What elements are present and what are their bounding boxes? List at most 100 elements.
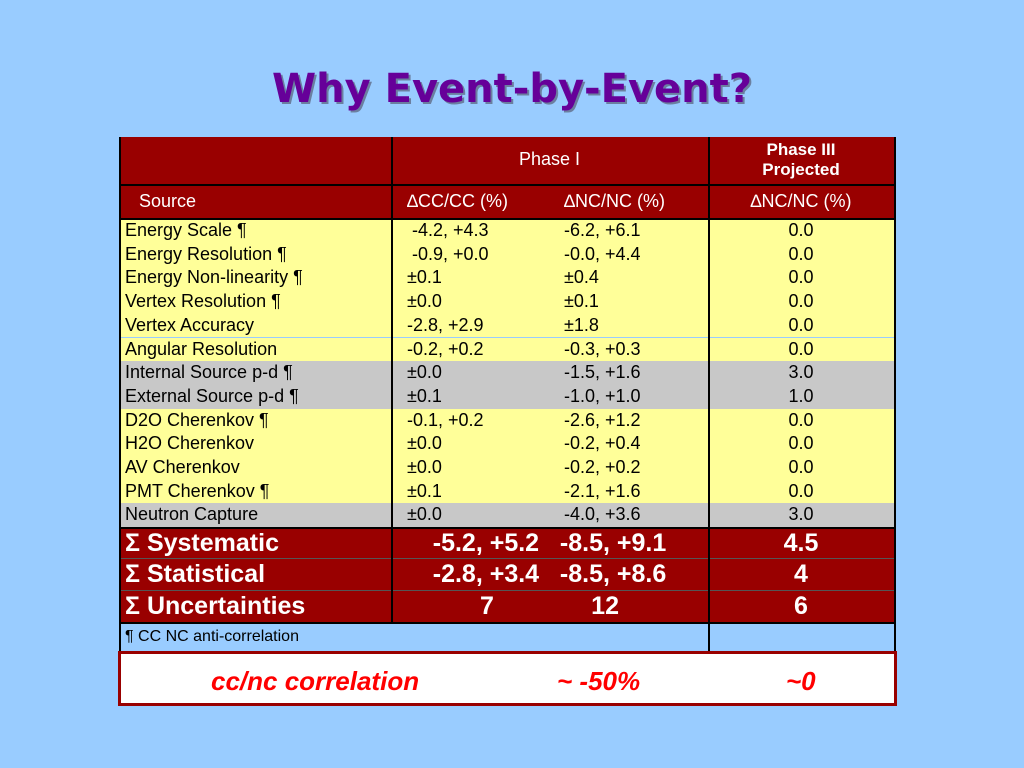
header-nc-phase3: ∆NC/NC (%) (750, 191, 852, 211)
table-row: AV Cherenkov ±0.0 -0.2, +0.2 0.0 (121, 456, 894, 480)
table-row: External Source p-d ¶ ±0.1 -1.0, +1.0 1.0 (121, 384, 894, 409)
cell-p3: 0.0 (788, 433, 814, 454)
cell-source: Internal Source p-d ¶ (125, 362, 293, 383)
table-row: Vertex Resolution ¶ ±0.0 ±0.1 0.0 (121, 290, 894, 314)
correlation-box: cc/nc correlation ~ -50% ~0 (118, 651, 897, 706)
header-phase3: Phase III Projected (708, 140, 894, 180)
grid-line (391, 137, 393, 622)
table-row: PMT Cherenkov ¶ ±0.1 -2.1, +1.6 0.0 (121, 479, 894, 504)
slide-title: Why Event-by-Event? (272, 66, 752, 112)
correlation-phase1: ~ -50% (557, 666, 641, 696)
header-phase1: Phase I (518, 149, 581, 169)
table-row: D2O Cherenkov ¶ -0.1, +0.2 -2.6, +1.2 0.0 (121, 408, 894, 433)
summary-cell-p3: 6 (794, 592, 808, 620)
table-row: Angular Resolution -0.2, +0.2 -0.3, +0.3 0.… (121, 337, 894, 362)
cell-p3: 0.0 (788, 457, 814, 477)
cell-cc: -2.8, +2.9 (407, 314, 484, 335)
summary-row: Σ Statistical -2.8, +3.4 -8.5, +8.6 4 (121, 559, 894, 590)
correlation-label: cc/nc correlation (211, 666, 420, 696)
cell-nc: -1.5, +1.6 (564, 362, 641, 383)
grid-line (121, 558, 894, 559)
cell-cc: ±0.0 (407, 457, 442, 477)
cell-source: Energy Resolution ¶ (125, 243, 287, 264)
cell-nc: -2.6, +1.2 (564, 409, 641, 430)
cell-source: AV Cherenkov (125, 457, 240, 477)
cell-source: PMT Cherenkov ¶ (125, 480, 270, 501)
cell-cc: ±0.0 (407, 291, 442, 312)
grid-line (708, 137, 710, 651)
cell-nc: ±0.4 (564, 267, 599, 288)
table-row: Vertex Accuracy -2.8, +2.9 ±1.8 0.0 (121, 313, 894, 338)
grid-line (121, 184, 894, 186)
footnote: ¶ CC NC anti-correlation (125, 628, 299, 645)
cell-cc: -4.2, +4.3 (407, 220, 489, 240)
summary-cell-p3: 4 (794, 560, 808, 588)
cell-cc: ±0.1 (407, 480, 442, 501)
systematics-table: Phase I Phase III Projected Source ∆CC/C… (119, 137, 896, 651)
cell-source: Vertex Resolution ¶ (125, 291, 281, 312)
summary-cell-label: Σ Systematic (125, 529, 279, 557)
grid-line (121, 218, 894, 220)
cell-cc: ±0.0 (407, 433, 442, 454)
summary-cell-phase1: -2.8, +3.4 -8.5, +8.6 (432, 560, 667, 588)
summary-row: Σ Uncertainties 7 12 6 (121, 591, 894, 622)
cell-source: Neutron Capture (125, 504, 259, 525)
cell-p3: 0.0 (788, 409, 814, 430)
table-row: Energy Resolution ¶ -0.9, +0.0 -0.0, +4.4… (121, 242, 894, 267)
cell-nc: -0.0, +4.4 (564, 243, 641, 264)
cell-source: Angular Resolution (125, 338, 278, 359)
header-nc: ∆NC/NC (%) (564, 191, 666, 211)
cell-p3: 3.0 (788, 362, 814, 383)
cell-cc: -0.2, +0.2 (407, 338, 484, 359)
table-row: Internal Source p-d ¶ ±0.0 -1.5, +1.6 3.0 (121, 361, 894, 385)
cell-cc: -0.1, +0.2 (407, 409, 484, 430)
cell-nc: -6.2, +6.1 (564, 220, 641, 240)
cell-source: D2O Cherenkov ¶ (125, 409, 269, 430)
header-phase3-line1: Phase III (766, 140, 836, 159)
grid-line (121, 622, 894, 624)
cell-cc: ±0.1 (407, 267, 442, 288)
cell-p3: 0.0 (788, 291, 814, 312)
cell-source: Energy Scale ¶ (125, 220, 247, 240)
cell-source: External Source p-d ¶ (125, 385, 299, 406)
table-row: Neutron Capture ±0.0 -4.0, +3.6 3.0 (121, 503, 894, 528)
summary-cell-phase1: 7 12 (480, 592, 619, 620)
cell-cc: ±0.0 (407, 362, 442, 383)
cell-source: Vertex Accuracy (125, 314, 255, 335)
cell-nc: -0.2, +0.4 (564, 433, 641, 454)
header-source: Source (139, 191, 197, 211)
cell-p3: 3.0 (788, 504, 814, 525)
summary-cell-label: Σ Uncertainties (125, 592, 306, 620)
cell-nc: -4.0, +3.6 (564, 504, 641, 525)
header-row-1: Phase I Phase III Projected (121, 137, 894, 184)
summary-cell-label: Σ Statistical (125, 560, 266, 588)
cell-cc: -0.9, +0.0 (407, 243, 489, 264)
cell-nc: -0.3, +0.3 (564, 338, 641, 359)
cell-source: H2O Cherenkov (125, 433, 255, 454)
cell-nc: -2.1, +1.6 (564, 480, 641, 501)
grid-line (121, 527, 894, 529)
cell-cc: ±0.0 (407, 504, 442, 525)
cell-p3: 0.0 (788, 267, 814, 288)
header-row-2: Source ∆CC/CC (%) ∆NC/NC (%) ∆NC/NC (%) (121, 186, 894, 218)
header-cc: ∆CC/CC (%) (407, 191, 509, 211)
cell-p3: 0.0 (788, 314, 814, 335)
grid-line (121, 590, 894, 591)
correlation-phase3: ~0 (786, 666, 816, 696)
table-row: Energy Scale ¶ -4.2, +4.3 -6.2, +6.1 0.0 (121, 219, 894, 243)
table-row: H2O Cherenkov ±0.0 -0.2, +0.4 0.0 (121, 432, 894, 456)
cell-cc: ±0.1 (407, 385, 442, 406)
header-phase3-line2: Projected (762, 160, 840, 179)
summary-cell-p3: 4.5 (783, 529, 819, 557)
cell-p3: 0.0 (788, 220, 814, 240)
cell-p3: 0.0 (788, 480, 814, 501)
cell-nc: ±0.1 (564, 291, 599, 312)
cell-source: Energy Non-linearity ¶ (125, 267, 303, 288)
table-row: Energy Non-linearity ¶ ±0.1 ±0.4 0.0 (121, 266, 894, 291)
cell-p3: 0.0 (788, 243, 814, 264)
cell-nc: -0.2, +0.2 (564, 457, 641, 477)
cell-nc: ±1.8 (564, 314, 599, 335)
cell-p3: 0.0 (788, 338, 814, 359)
cell-nc: -1.0, +1.0 (564, 385, 641, 406)
summary-cell-phase1: -5.2, +5.2 -8.5, +9.1 (432, 529, 667, 557)
